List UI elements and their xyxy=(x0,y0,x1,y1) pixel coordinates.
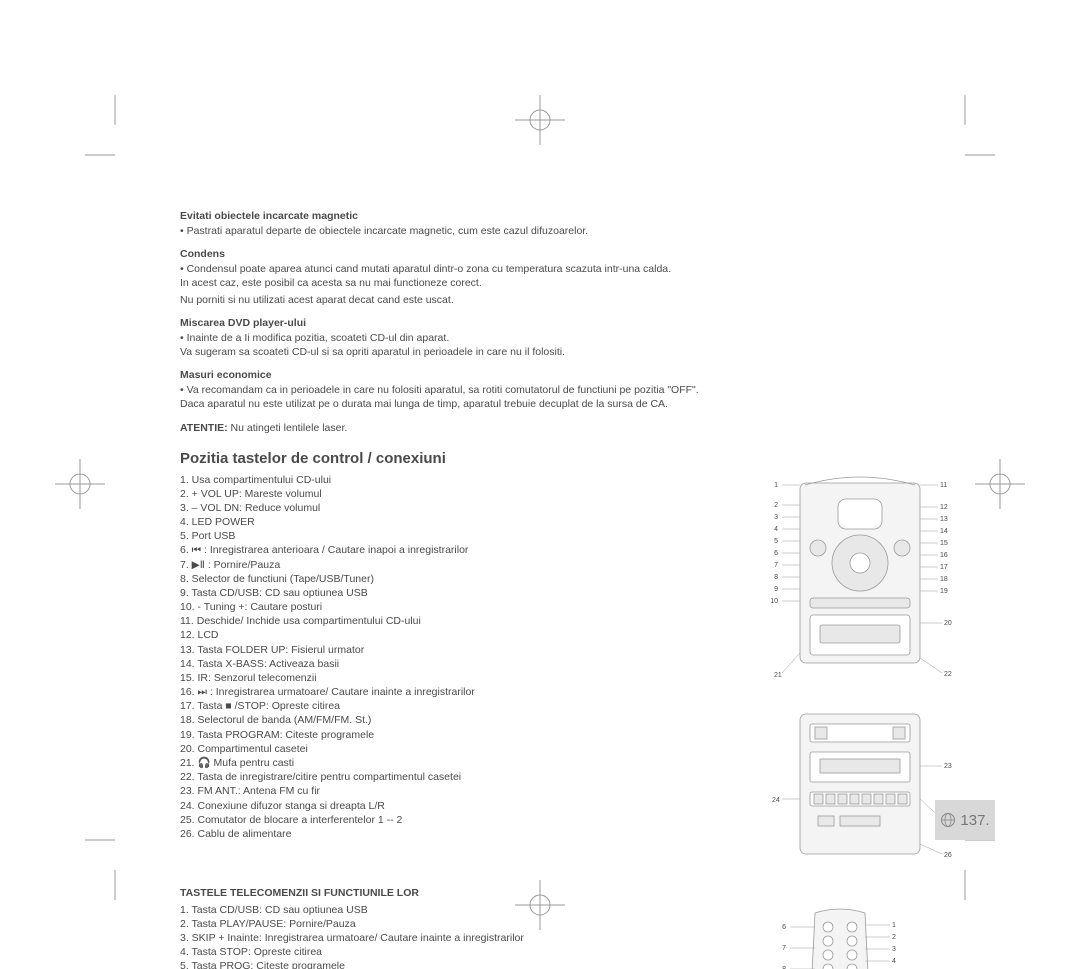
callout-label: 14 xyxy=(940,528,948,535)
heading-condens: Condens xyxy=(180,248,960,260)
callout-21: 21 xyxy=(774,672,782,679)
page-number-tab: 137. xyxy=(935,800,995,840)
callout-label: 8 xyxy=(774,574,778,581)
control-list-item: 3. – VOL DN: Reduce volumul xyxy=(180,501,740,515)
control-list-item: 19. Tasta PROGRAM: Citeste programele xyxy=(180,728,740,742)
remote-diagram: 678 12345 xyxy=(760,903,920,969)
control-list-item: 8. Selector de functiuni (Tape/USB/Tuner… xyxy=(180,572,740,586)
control-list-item: 18. Selectorul de banda (AM/FM/FM. St.) xyxy=(180,713,740,727)
callout-label: 6 xyxy=(774,550,778,557)
callout-label: 3 xyxy=(774,514,778,521)
callout-label: 16 xyxy=(940,552,948,559)
atentie-line: ATENTIE: Nu atingeti lentilele laser. xyxy=(180,421,960,435)
text-line: • Inainte de a Ii modifica pozitia, scoa… xyxy=(180,331,960,345)
device-front-diagram: 12345678910 111213141516171819 21 20 22 xyxy=(760,473,960,693)
control-list-item: 25. Comutator de blocare a interferentel… xyxy=(180,813,740,827)
section-miscarea: Miscarea DVD player-ului • Inainte de a … xyxy=(180,317,960,359)
controls-list: 1. Usa compartimentului CD-ului2. + VOL … xyxy=(180,473,740,841)
control-list-item: 10. - Tuning +: Cautare posturi xyxy=(180,600,740,614)
control-list-item: 22. Tasta de inregistrare/citire pentru … xyxy=(180,770,740,784)
callout-label: 13 xyxy=(940,516,948,523)
text-line: • Pastrati aparatul departe de obiectele… xyxy=(180,224,960,238)
heading-masuri: Masuri economice xyxy=(180,369,960,381)
control-list-item: 21. 🎧 Mufa pentru casti xyxy=(180,756,740,770)
control-list-item: 7. ▶Ⅱ : Pornire/Pauza xyxy=(180,558,740,572)
controls-row: 1. Usa compartimentului CD-ului2. + VOL … xyxy=(180,473,960,879)
callout-label: 10 xyxy=(770,598,778,605)
text-line: In acest caz, este posibil ca acesta sa … xyxy=(180,276,960,290)
control-list-item: 1. Usa compartimentului CD-ului xyxy=(180,473,740,487)
text-line: • Va recomandam ca in perioadele in care… xyxy=(180,383,960,397)
control-list-item: 16. ⏭ : Inregistrarea urmatoare/ Cautare… xyxy=(180,685,740,699)
callout-label: 2 xyxy=(774,502,778,509)
control-list-item: 13. Tasta FOLDER UP: Fisierul urmator xyxy=(180,643,740,657)
section-masuri: Masuri economice • Va recomandam ca in p… xyxy=(180,369,960,411)
device-figures: 12345678910 111213141516171819 21 20 22 xyxy=(760,473,960,879)
control-list-item: 24. Conexiune difuzor stanga si dreapta … xyxy=(180,799,740,813)
callout-20: 20 xyxy=(944,620,952,627)
control-list-item: 14. Tasta X-BASS: Activeaza basii xyxy=(180,657,740,671)
callout-label: 2 xyxy=(892,934,896,941)
callout-label: 3 xyxy=(892,946,896,953)
remote-row: 1. Tasta CD/USB: CD sau optiunea USB2. T… xyxy=(180,903,960,969)
callout-24: 24 xyxy=(772,797,780,804)
control-list-item: 11. Deschide/ Inchide usa compartimentul… xyxy=(180,614,740,628)
callout-label: 15 xyxy=(940,540,948,547)
callout-label: 12 xyxy=(940,504,948,511)
callout-label: 7 xyxy=(774,562,778,569)
globe-icon xyxy=(940,812,956,828)
callout-22: 22 xyxy=(944,671,952,678)
control-list-item: 12. LCD xyxy=(180,628,740,642)
control-list-item: 15. IR: Senzorul telecomenzii xyxy=(180,671,740,685)
callout-label: 5 xyxy=(774,538,778,545)
callout-label: 4 xyxy=(892,958,896,965)
callout-label: 7 xyxy=(782,945,786,952)
manual-page: Evitati obiectele incarcate magnetic • P… xyxy=(0,0,1080,969)
callout-label: 19 xyxy=(940,588,948,595)
callout-26: 26 xyxy=(944,852,952,859)
callout-label: 17 xyxy=(940,564,948,571)
callout-label: 18 xyxy=(940,576,948,583)
page-content: Evitati obiectele incarcate magnetic • P… xyxy=(180,200,960,969)
callout-label: 6 xyxy=(782,924,786,931)
callout-label: 9 xyxy=(774,586,778,593)
remote-list-item: 1. Tasta CD/USB: CD sau optiunea USB xyxy=(180,903,740,917)
control-list-item: 9. Tasta CD/USB: CD sau optiunea USB xyxy=(180,586,740,600)
atentie-label: ATENTIE: xyxy=(180,422,228,434)
text-line: Daca aparatul nu este utilizat pe o dura… xyxy=(180,397,960,411)
callout-label: 1 xyxy=(892,922,896,929)
callout-label: 4 xyxy=(774,526,778,533)
main-title: Pozitia tastelor de control / conexiuni xyxy=(180,450,960,467)
callout-label: 11 xyxy=(940,482,947,489)
control-list-item: 26. Cablu de alimentare xyxy=(180,827,740,841)
remote-list-item: 5. Tasta PROG: Citeste programele xyxy=(180,959,740,969)
remote-list: 1. Tasta CD/USB: CD sau optiunea USB2. T… xyxy=(180,903,740,969)
control-list-item: 6. ⏮ : Inregistrarea anterioara / Cautar… xyxy=(180,543,740,557)
control-list-item: 17. Tasta ■ /STOP: Opreste citirea xyxy=(180,699,740,713)
control-list-item: 2. + VOL UP: Mareste volumul xyxy=(180,487,740,501)
text-line: Nu porniti si nu utilizati acest aparat … xyxy=(180,293,960,307)
control-list-item: 23. FM ANT.: Antena FM cu fir xyxy=(180,784,740,798)
text-line: Va sugeram sa scoateti CD-ul si sa oprit… xyxy=(180,345,960,359)
callout-23: 23 xyxy=(944,763,952,770)
control-list-item: 5. Port USB xyxy=(180,529,740,543)
remote-list-item: 2. Tasta PLAY/PAUSE: Pornire/Pauza xyxy=(180,917,740,931)
text-line: • Condensul poate aparea atunci cand mut… xyxy=(180,262,960,276)
page-number: 137. xyxy=(960,812,989,829)
atentie-text: Nu atingeti lentilele laser. xyxy=(228,422,348,434)
section-magnetic: Evitati obiectele incarcate magnetic • P… xyxy=(180,210,960,238)
section-condens: Condens • Condensul poate aparea atunci … xyxy=(180,248,960,307)
remote-list-item: 4. Tasta STOP: Opreste citirea xyxy=(180,945,740,959)
device-back-diagram: 24 23 25 26 xyxy=(760,704,960,874)
remote-list-item: 3. SKIP + Inainte: Inregistrarea urmatoa… xyxy=(180,931,740,945)
callout-label: 1 xyxy=(774,482,778,489)
callout-label: 8 xyxy=(782,966,786,969)
remote-heading: TASTELE TELECOMENZII SI FUNCTIUNILE LOR xyxy=(180,887,960,899)
control-list-item: 20. Compartimentul casetei xyxy=(180,742,740,756)
heading-miscarea: Miscarea DVD player-ului xyxy=(180,317,960,329)
heading-magnetic: Evitati obiectele incarcate magnetic xyxy=(180,210,960,222)
control-list-item: 4. LED POWER xyxy=(180,515,740,529)
